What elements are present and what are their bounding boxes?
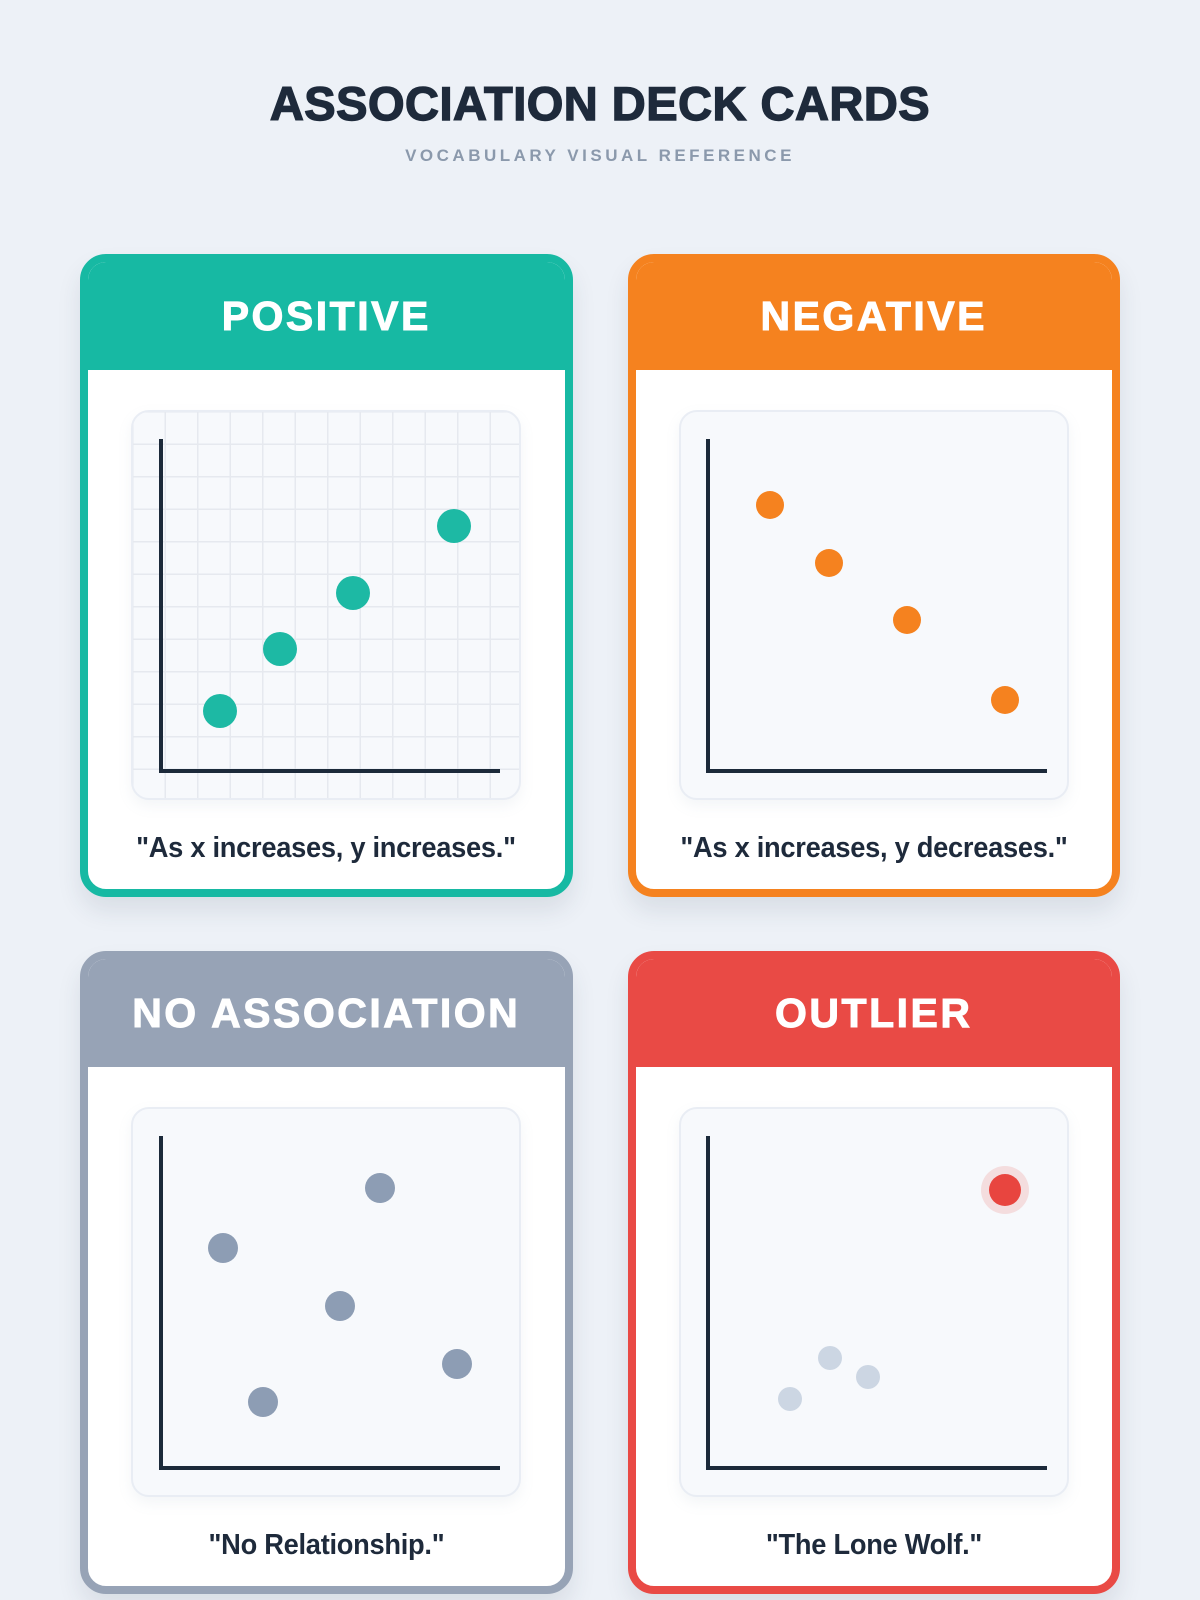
- card-negative-body: "As x increases, y decreases.": [636, 370, 1113, 889]
- card-negative-title: NEGATIVE: [760, 292, 988, 339]
- card-no-association-body: "No Relationship.": [88, 1067, 565, 1586]
- plot-area: [131, 1107, 522, 1497]
- cards-grid: POSITIVE "As x increases, y increases." …: [0, 254, 1200, 1594]
- data-point-dot: [262, 632, 297, 667]
- card-positive-caption: "As x increases, y increases.": [136, 832, 517, 864]
- axes-icon: [158, 439, 500, 774]
- data-point-dot: [855, 1365, 880, 1390]
- data-point-dot: [818, 1345, 843, 1370]
- card-positive-title: POSITIVE: [221, 292, 431, 339]
- card-no-association-header: NO ASSOCIATION: [88, 959, 565, 1067]
- card-positive: POSITIVE "As x increases, y increases.": [80, 254, 573, 897]
- card-negative: NEGATIVE "As x increases, y decreases.": [627, 254, 1120, 897]
- data-point-dot: [815, 548, 844, 577]
- card-outlier-caption: "The Lone Wolf.": [765, 1529, 982, 1561]
- page-title: ASSOCIATION DECK CARDS: [269, 76, 931, 130]
- axes-icon: [706, 439, 1048, 774]
- data-point-dot: [436, 508, 471, 543]
- data-point-dot: [336, 576, 371, 611]
- data-point-dot: [325, 1290, 356, 1321]
- card-no-association-caption: "No Relationship.": [208, 1529, 445, 1561]
- outlier-dot: [988, 1174, 1021, 1207]
- page-subtitle: VOCABULARY VISUAL REFERENCE: [405, 146, 795, 165]
- plot-area: [678, 410, 1069, 800]
- card-negative-header: NEGATIVE: [635, 262, 1112, 370]
- page-header: ASSOCIATION DECK CARDS VOCABULARY VISUAL…: [0, 0, 1200, 166]
- card-positive-body: "As x increases, y increases.": [88, 370, 565, 889]
- plot-area: [131, 410, 522, 800]
- data-point-dot: [755, 490, 784, 519]
- axes-icon: [158, 1136, 500, 1471]
- card-negative-caption: "As x increases, y decreases.": [680, 832, 1068, 864]
- data-point-dot: [777, 1386, 802, 1411]
- card-outlier: OUTLIER "The Lone Wolf.": [627, 951, 1120, 1594]
- axes-icon: [706, 1136, 1048, 1471]
- data-point-dot: [247, 1387, 278, 1418]
- data-point-dot: [203, 694, 238, 729]
- card-no-association-title: NO ASSOCIATION: [132, 989, 521, 1036]
- data-point-dot: [990, 685, 1019, 714]
- card-positive-header: POSITIVE: [88, 262, 565, 370]
- card-outlier-body: "The Lone Wolf.": [636, 1067, 1113, 1586]
- data-point-dot: [364, 1173, 395, 1204]
- data-point-dot: [441, 1348, 472, 1379]
- plot-area: [678, 1107, 1069, 1497]
- data-point-dot: [892, 606, 921, 635]
- card-outlier-header: OUTLIER: [635, 959, 1112, 1067]
- card-outlier-title: OUTLIER: [775, 989, 973, 1036]
- card-no-association: NO ASSOCIATION "No Relationship.": [80, 951, 573, 1594]
- data-point-dot: [208, 1232, 239, 1263]
